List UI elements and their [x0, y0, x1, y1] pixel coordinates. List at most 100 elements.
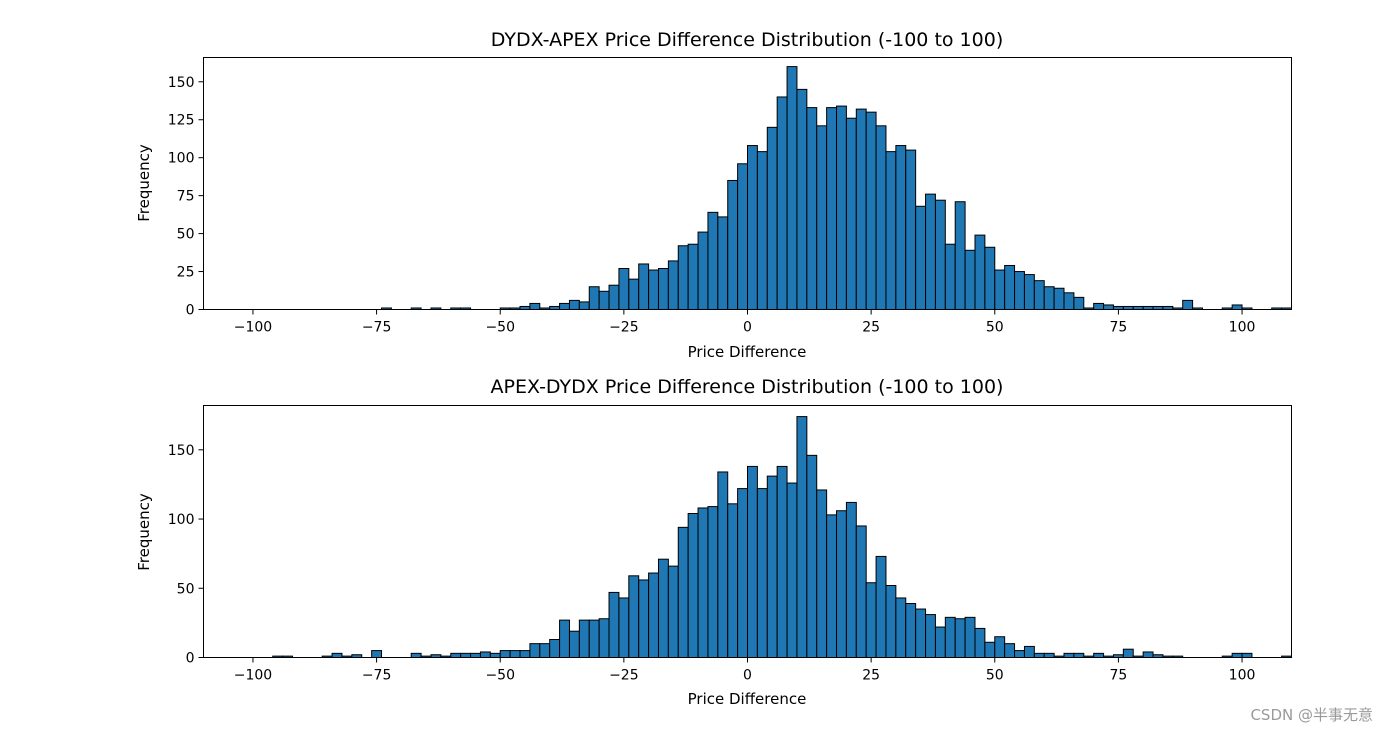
histogram-bar	[756, 151, 768, 310]
x-tick-label: 75	[1109, 668, 1127, 684]
histogram-bar	[1073, 296, 1085, 310]
histogram-bar	[460, 652, 472, 658]
histogram-bar	[727, 503, 739, 658]
histogram-bar	[954, 201, 966, 310]
histogram-bar	[895, 597, 907, 659]
histogram-bar	[657, 558, 669, 658]
histogram-bar	[598, 290, 610, 310]
histogram-bar	[657, 268, 669, 311]
histogram-bar	[994, 636, 1006, 658]
x-axis-label: Price Difference	[688, 343, 807, 361]
histogram-bar	[766, 126, 778, 310]
y-tick-label: 100	[168, 151, 195, 167]
histogram-bar	[737, 488, 748, 658]
x-tick-label: 0	[743, 668, 752, 684]
histogram-bar	[717, 471, 729, 658]
histogram-bar	[1231, 304, 1243, 311]
y-tick-label: 75	[177, 189, 195, 205]
histogram-bar	[648, 572, 659, 658]
chart-title: APEX-DYDX Price Difference Distribution …	[491, 376, 1004, 398]
histogram-bar	[826, 107, 838, 310]
histogram-bar	[717, 216, 729, 310]
histogram-bar	[1004, 264, 1016, 311]
histogram-bar	[499, 650, 511, 659]
x-tick-label: −25	[609, 668, 639, 684]
histogram-bar	[737, 163, 748, 310]
histogram-bar	[638, 263, 650, 310]
histogram-bar	[667, 260, 679, 311]
histogram-bar	[895, 145, 907, 310]
histogram-bar	[677, 526, 689, 658]
y-axis-label: Frequency	[135, 144, 153, 222]
histogram-bar	[905, 603, 917, 658]
histogram-bar	[954, 618, 966, 658]
histogram-bar	[529, 643, 541, 659]
histogram-bar	[796, 88, 808, 310]
histogram-bar	[826, 514, 838, 658]
y-axis-label: Frequency	[135, 493, 153, 571]
histogram-bar	[588, 286, 600, 311]
histogram-bar	[470, 652, 481, 658]
histogram-bar	[1142, 651, 1154, 659]
histogram-bar	[984, 246, 996, 310]
histogram-bar	[598, 618, 610, 658]
x-tick-label: −50	[485, 320, 515, 336]
histogram-bar	[697, 231, 709, 310]
histogram-bar	[1004, 643, 1016, 659]
histogram-bar	[994, 269, 1006, 310]
histogram-bar	[934, 626, 946, 658]
histogram-bar	[697, 507, 709, 658]
histogram-bar	[964, 249, 976, 311]
histogram-bar	[885, 151, 897, 310]
histogram-bar	[608, 591, 620, 658]
histogram-bar	[925, 193, 936, 311]
histogram-bar	[786, 66, 798, 310]
histogram-bar	[865, 111, 877, 311]
histogram-bar	[855, 525, 867, 659]
histogram-bar	[677, 245, 689, 311]
y-tick-label: 100	[168, 512, 195, 528]
histogram-bar	[588, 619, 600, 658]
histogram-bar	[845, 117, 857, 310]
histogram-bar	[707, 506, 719, 658]
x-tick-label: −50	[485, 668, 515, 684]
histogram-bar	[371, 650, 383, 659]
y-tick-label: 0	[186, 303, 195, 319]
y-tick-label: 50	[177, 227, 195, 243]
x-tick-label: 50	[986, 668, 1004, 684]
x-tick-label: −75	[362, 668, 392, 684]
histogram-bar	[568, 299, 580, 311]
histogram-bar	[964, 616, 976, 658]
histogram-bar	[855, 108, 867, 310]
histogram-bar	[1182, 299, 1194, 311]
histogram-bar	[944, 243, 956, 310]
histogram-bar	[806, 107, 818, 310]
x-tick-label: 50	[986, 320, 1004, 336]
histogram-bar	[559, 619, 570, 658]
dydx-apex-histogram: DYDX-APEX Price Difference Distribution …	[135, 29, 1292, 361]
histogram-bar	[934, 199, 946, 310]
y-tick-label: 25	[177, 265, 195, 281]
histogram-bar	[618, 268, 630, 311]
histogram-bar	[1053, 287, 1065, 310]
y-tick-label: 50	[177, 581, 195, 597]
x-tick-label: 75	[1109, 320, 1127, 336]
histogram-bar	[1014, 271, 1025, 310]
y-tick-label: 125	[168, 113, 195, 129]
histogram-bar	[1033, 652, 1045, 658]
bar-series	[272, 416, 1292, 659]
histogram-bar	[865, 582, 877, 658]
histogram-bar	[529, 302, 541, 310]
histogram-bar	[549, 639, 561, 658]
histogram-bar	[578, 301, 590, 311]
histogram-bar	[687, 513, 699, 658]
bar-series	[381, 66, 1292, 311]
y-axis-ticks: 0 50 100 150	[168, 443, 204, 667]
histogram-bar	[667, 565, 679, 658]
x-tick-label: 100	[1229, 668, 1256, 684]
histogram-bar	[1063, 292, 1075, 310]
x-tick-label: −100	[234, 320, 272, 336]
histogram-bar	[1103, 304, 1114, 311]
x-tick-label: 25	[862, 668, 880, 684]
histogram-bar	[1023, 274, 1035, 310]
